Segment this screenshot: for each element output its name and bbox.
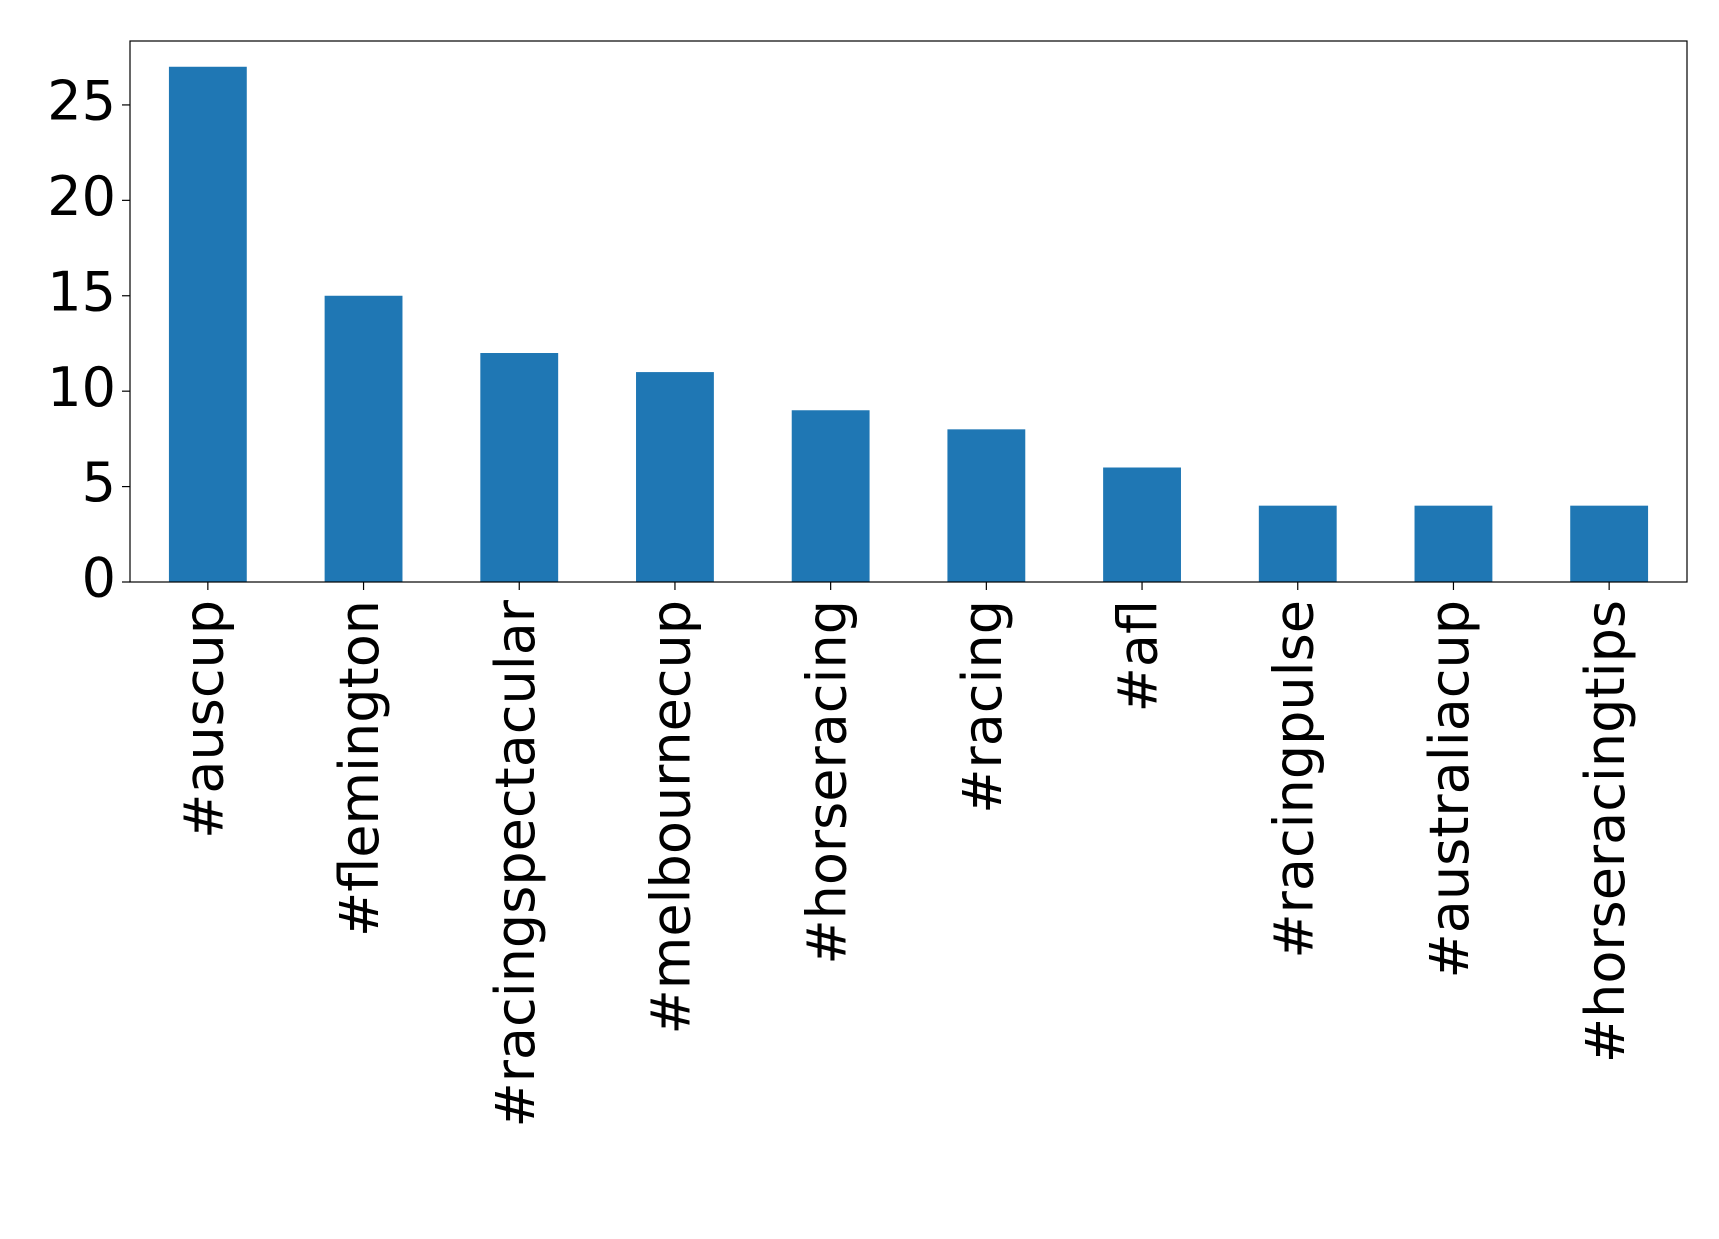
plot-frame: [129, 40, 1688, 583]
y-tick-label: 20: [47, 165, 116, 228]
bar: [324, 295, 403, 582]
y-tick-label: 5: [82, 451, 116, 514]
bar: [480, 353, 559, 582]
bar: [947, 429, 1026, 582]
y-tick-label: 0: [82, 547, 116, 610]
y-tick-label: 25: [47, 70, 116, 133]
bar: [1570, 505, 1649, 582]
x-tick-label: #racingpulse: [1262, 600, 1325, 959]
y-tick-label: 10: [47, 356, 116, 419]
bar: [1103, 467, 1181, 582]
bar: [1414, 505, 1493, 582]
x-tick-label: #racingspectacular: [484, 599, 547, 1127]
x-tick-label: #australiacup: [1418, 600, 1481, 978]
x-tick-label: #afl: [1107, 600, 1170, 712]
bar: [636, 372, 714, 582]
y-tick-label: 15: [47, 260, 116, 323]
x-tick-label: #auscup: [172, 600, 235, 839]
x-tick-label: #melbournecup: [640, 600, 703, 1035]
bar: [791, 410, 870, 582]
bar: [1258, 505, 1337, 582]
bar: [168, 66, 247, 582]
x-tick-label: #horseracingtips: [1574, 600, 1637, 1063]
x-tick-label: #flemington: [328, 600, 391, 937]
x-tick-label: #horseracing: [795, 600, 858, 965]
x-tick-label: #racing: [951, 600, 1014, 814]
